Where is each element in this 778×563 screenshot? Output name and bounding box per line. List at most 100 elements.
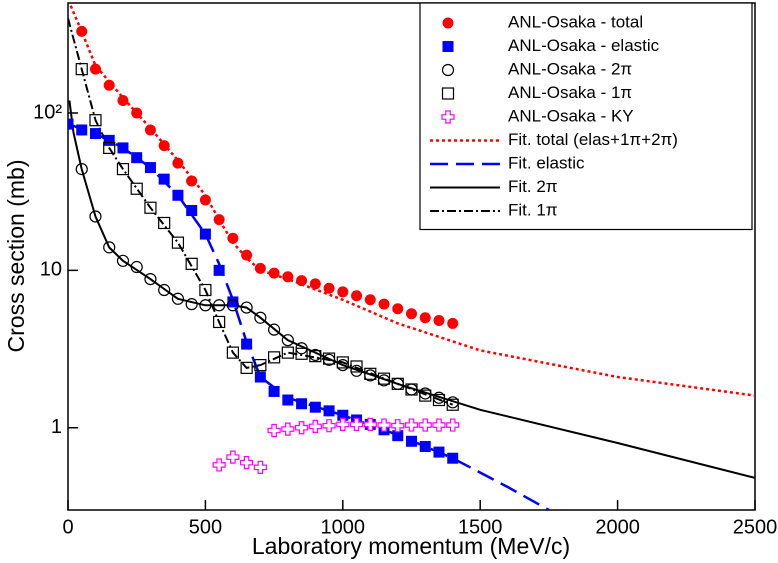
marker-square	[76, 124, 88, 136]
marker-circle	[213, 299, 226, 312]
marker-square	[158, 216, 171, 230]
y-tick-label: 10	[40, 259, 62, 281]
legend-label: Fit. total (elas+1π+2π)	[508, 130, 678, 149]
marker-circle	[433, 315, 445, 327]
marker-square	[281, 346, 294, 359]
fit-line	[68, 18, 454, 406]
x-tick-label: 1000	[321, 516, 366, 538]
marker-circle	[117, 95, 129, 107]
marker-square	[130, 182, 143, 195]
y-tick-label: 1	[51, 416, 62, 438]
marker-plus	[391, 419, 405, 433]
marker-circle	[144, 272, 157, 286]
plot-frame	[67, 2, 756, 511]
marker-circle	[186, 175, 198, 187]
marker-circle	[158, 283, 171, 297]
marker-plus	[212, 458, 226, 472]
plot-area	[68, 5, 755, 510]
marker-circle	[254, 262, 266, 274]
marker-square	[213, 264, 225, 276]
marker-circle	[199, 299, 212, 312]
x-tick-label: 500	[189, 516, 222, 538]
marker-square	[392, 430, 404, 442]
marker-square	[89, 128, 101, 140]
marker-circle	[296, 275, 308, 287]
marker-plus	[441, 110, 455, 124]
marker-circle	[309, 278, 321, 290]
marker-square	[446, 398, 459, 411]
marker-circle	[227, 232, 239, 244]
marker-circle	[442, 17, 454, 29]
marker-plus	[322, 419, 336, 433]
marker-square	[103, 134, 115, 146]
y-axis-label: Cross section (mb)	[3, 160, 29, 353]
marker-square	[442, 41, 454, 52]
marker-circle	[131, 107, 143, 119]
x-tick-label: 1500	[458, 516, 503, 538]
marker-square	[240, 361, 253, 374]
marker-circle	[171, 292, 185, 305]
marker-plus	[294, 421, 309, 435]
marker-plus	[336, 417, 350, 431]
marker-square	[323, 405, 335, 417]
marker-square	[447, 452, 459, 464]
marker-square	[377, 372, 391, 385]
marker-square	[158, 173, 170, 185]
legend-label: Fit. 1π	[508, 200, 558, 219]
marker-square	[268, 385, 280, 397]
marker-circle	[323, 282, 335, 294]
marker-plus	[240, 456, 254, 470]
marker-circle	[226, 299, 239, 312]
marker-plus	[226, 450, 240, 464]
marker-square	[391, 377, 404, 390]
marker-square	[405, 383, 418, 396]
x-axis-label: Laboratory momentum (MeV/c)	[252, 533, 570, 559]
x-tick-label: 2500	[733, 516, 778, 538]
marker-circle	[241, 249, 253, 261]
marker-square	[337, 409, 349, 421]
marker-square	[282, 394, 294, 406]
marker-square	[254, 371, 266, 383]
marker-circle	[378, 298, 390, 310]
marker-circle	[254, 311, 267, 324]
marker-square	[350, 360, 363, 373]
marker-square	[103, 141, 116, 155]
legend-box	[419, 2, 753, 231]
marker-plus	[432, 418, 446, 432]
marker-circle	[268, 267, 280, 279]
marker-square	[89, 114, 102, 127]
marker-square	[241, 338, 253, 350]
marker-square	[226, 346, 239, 359]
marker-circle	[213, 214, 225, 226]
marker-plus	[253, 460, 267, 474]
marker-circle	[172, 157, 184, 169]
legend-label: Fit. 2π	[508, 177, 558, 196]
legend-label: ANL-Osaka - total	[508, 12, 643, 31]
marker-circle	[351, 290, 363, 302]
legend-label: ANL-Osaka - 2π	[508, 59, 632, 78]
marker-square	[172, 189, 184, 201]
marker-circle	[116, 254, 130, 267]
legend-label: Fit. elastic	[508, 153, 585, 172]
marker-circle	[441, 63, 455, 77]
marker-circle	[392, 303, 404, 315]
marker-square	[309, 401, 321, 413]
marker-circle	[158, 140, 170, 152]
marker-circle	[130, 260, 143, 274]
marker-circle	[185, 298, 198, 311]
marker-square	[419, 440, 431, 452]
marker-square	[406, 435, 417, 447]
marker-square	[171, 236, 185, 249]
marker-square	[199, 283, 212, 297]
marker-circle	[103, 241, 116, 254]
legend-label: ANL-Osaka - 1π	[508, 83, 632, 102]
marker-circle	[89, 63, 101, 75]
marker-circle	[406, 308, 417, 320]
marker-circle	[89, 210, 102, 223]
marker-square	[213, 315, 226, 329]
marker-square	[199, 228, 211, 240]
marker-square	[117, 142, 129, 154]
x-tick-label: 2000	[595, 516, 640, 538]
fit-line	[68, 122, 550, 510]
